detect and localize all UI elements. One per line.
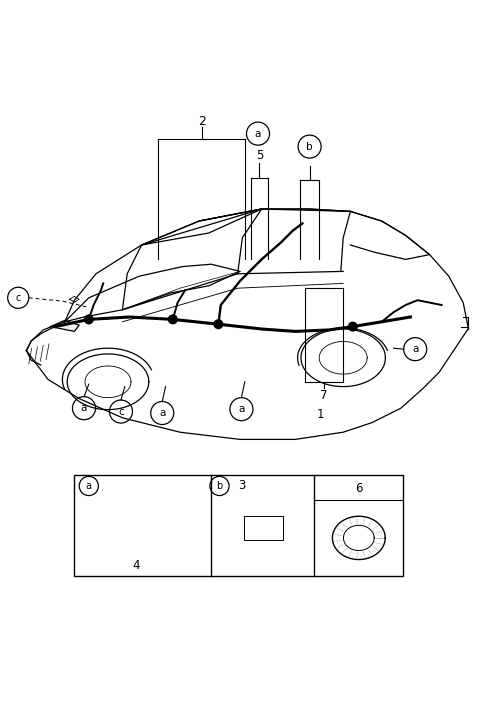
Polygon shape xyxy=(50,321,79,331)
Text: a: a xyxy=(255,128,261,138)
Bar xyxy=(244,516,283,540)
Text: 1: 1 xyxy=(317,408,324,421)
Text: 5: 5 xyxy=(256,149,263,162)
Text: 2: 2 xyxy=(198,114,205,128)
Text: 3: 3 xyxy=(239,479,246,493)
Text: a: a xyxy=(159,408,166,418)
Text: a: a xyxy=(238,404,245,414)
Text: b: b xyxy=(216,481,223,491)
Text: a: a xyxy=(86,481,92,491)
Text: a: a xyxy=(81,403,87,413)
Text: 6: 6 xyxy=(355,482,362,496)
Text: b: b xyxy=(306,142,313,152)
Text: c: c xyxy=(15,293,21,303)
Text: 7: 7 xyxy=(320,389,328,402)
Text: c: c xyxy=(118,407,124,417)
Circle shape xyxy=(214,320,223,328)
Circle shape xyxy=(84,315,93,324)
Circle shape xyxy=(348,322,357,331)
Bar xyxy=(74,475,403,576)
Circle shape xyxy=(168,315,177,324)
Text: 4: 4 xyxy=(132,559,140,572)
Text: a: a xyxy=(412,344,419,354)
